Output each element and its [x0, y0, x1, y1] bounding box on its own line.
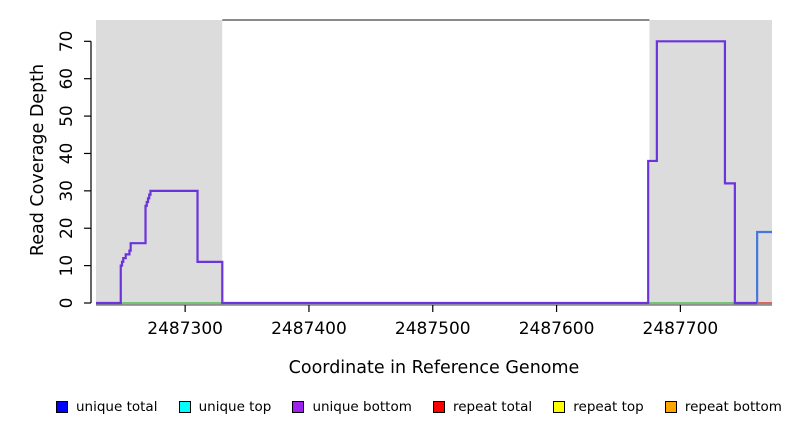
y-tick-label: 10	[57, 255, 77, 277]
legend-item-repeat-top: repeat top	[553, 399, 644, 415]
legend-label: repeat top	[573, 399, 644, 415]
y-tick-label: 60	[57, 68, 77, 90]
legend-swatch-purple	[292, 401, 305, 413]
legend-item-repeat-bottom: repeat bottom	[664, 399, 782, 415]
y-tick-label: 0	[57, 298, 77, 309]
y-tick-label: 70	[57, 30, 77, 52]
legend-label: unique bottom	[312, 399, 412, 415]
legend-label: unique top	[198, 399, 272, 415]
legend-swatch-cyan	[178, 401, 191, 413]
shaded-region	[96, 20, 223, 305]
legend-item-unique-top: unique top	[178, 399, 272, 415]
series-unique-total	[756, 230, 772, 303]
x-tick-label: 2487600	[519, 319, 595, 339]
x-axis-title: Coordinate in Reference Genome	[288, 358, 580, 378]
legend-item-repeat-total: repeat total	[432, 399, 533, 415]
x-tick-label: 2487700	[643, 319, 719, 339]
y-axis-title: Read Coverage Depth	[28, 63, 48, 257]
x-tick-label: 2487300	[147, 319, 223, 339]
legend-item-unique-total: unique total	[56, 399, 157, 415]
shaded-region	[649, 20, 772, 305]
x-tick-label: 2487400	[271, 319, 347, 339]
series-unique-bottom	[96, 40, 758, 305]
y-tick-label: 20	[57, 217, 77, 239]
legend-swatch-blue	[56, 401, 68, 413]
legend-swatch-yellow	[553, 401, 566, 413]
legend-label: unique total	[76, 399, 158, 415]
legend-item-unique-bottom: unique bottom	[292, 399, 412, 415]
legend-label: repeat total	[452, 399, 533, 415]
legend-swatch-orange	[664, 401, 677, 413]
legend-label: repeat bottom	[684, 399, 782, 415]
y-tick-label: 50	[57, 105, 77, 127]
y-tick-label: 30	[57, 180, 77, 202]
legend-swatch-red	[432, 401, 445, 413]
legend: unique total unique top unique bottom re…	[56, 394, 782, 420]
y-tick-label: 40	[57, 143, 77, 165]
x-tick-label: 2487500	[395, 319, 471, 339]
